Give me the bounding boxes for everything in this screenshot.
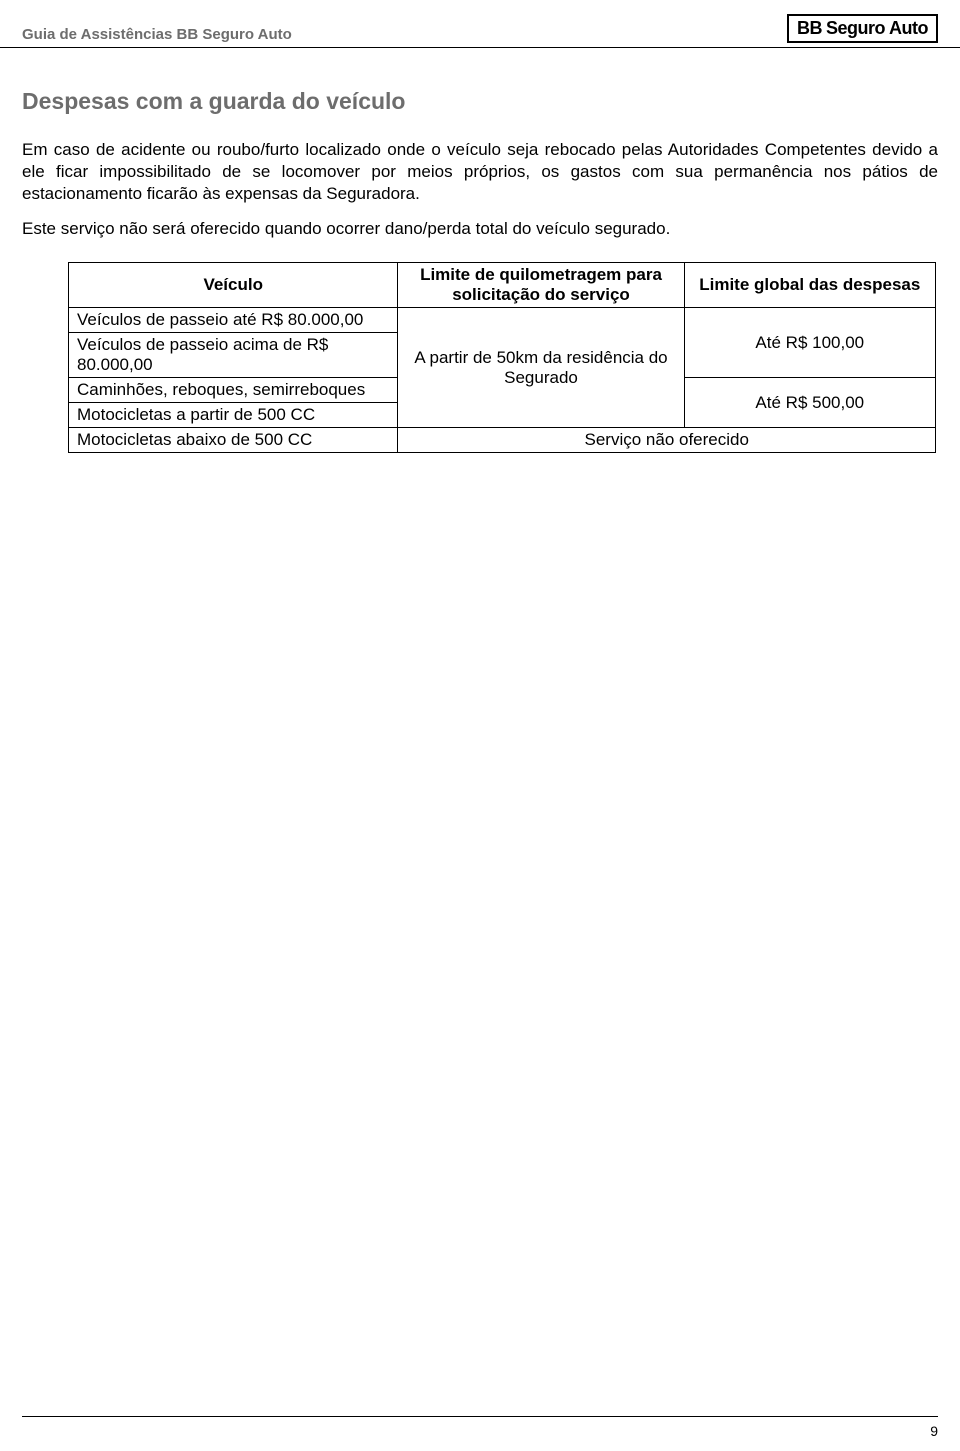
content-area: Despesas com a guarda do veículo Em caso… [0,48,960,453]
page-header: Guia de Assistências BB Seguro Auto BB S… [0,0,960,48]
brand-bb: BB [797,18,822,39]
col-expense-limit: Limite global das despesas [684,263,935,308]
limits-table-wrap: Veículo Limite de quilometragem para sol… [68,262,936,453]
cell-vehicle-4: Motocicletas a partir de 500 CC [69,403,398,428]
page-number: 9 [930,1423,938,1439]
col-km-limit: Limite de quilometragem para solicitação… [398,263,684,308]
footer-divider [22,1416,938,1417]
cell-expense-500: Até R$ 500,00 [684,378,935,428]
header-guide-title: Guia de Assistências BB Seguro Auto [22,26,292,43]
table-header-row: Veículo Limite de quilometragem para sol… [69,263,936,308]
cell-not-offered: Serviço não oferecido [398,428,936,453]
cell-vehicle-1: Veículos de passeio até R$ 80.000,00 [69,308,398,333]
brand-seguro: Seguro [826,18,885,39]
brand-auto: Auto [889,18,928,39]
paragraph-2: Este serviço não será oferecido quando o… [22,218,938,240]
cell-expense-100: Até R$ 100,00 [684,308,935,378]
cell-km-merged: A partir de 50km da residência do Segura… [398,308,684,428]
cell-vehicle-2: Veículos de passeio acima de R$ 80.000,0… [69,333,398,378]
section-title: Despesas com a guarda do veículo [22,88,938,115]
brand-logo-box: BB Seguro Auto [787,14,938,43]
table-row: Motocicletas abaixo de 500 CC Serviço nã… [69,428,936,453]
cell-vehicle-5: Motocicletas abaixo de 500 CC [69,428,398,453]
page: Guia de Assistências BB Seguro Auto BB S… [0,0,960,1451]
col-vehicle: Veículo [69,263,398,308]
paragraph-1: Em caso de acidente ou roubo/furto local… [22,139,938,204]
limits-table: Veículo Limite de quilometragem para sol… [68,262,936,453]
table-row: Veículos de passeio até R$ 80.000,00 A p… [69,308,936,333]
cell-vehicle-3: Caminhões, reboques, semirreboques [69,378,398,403]
